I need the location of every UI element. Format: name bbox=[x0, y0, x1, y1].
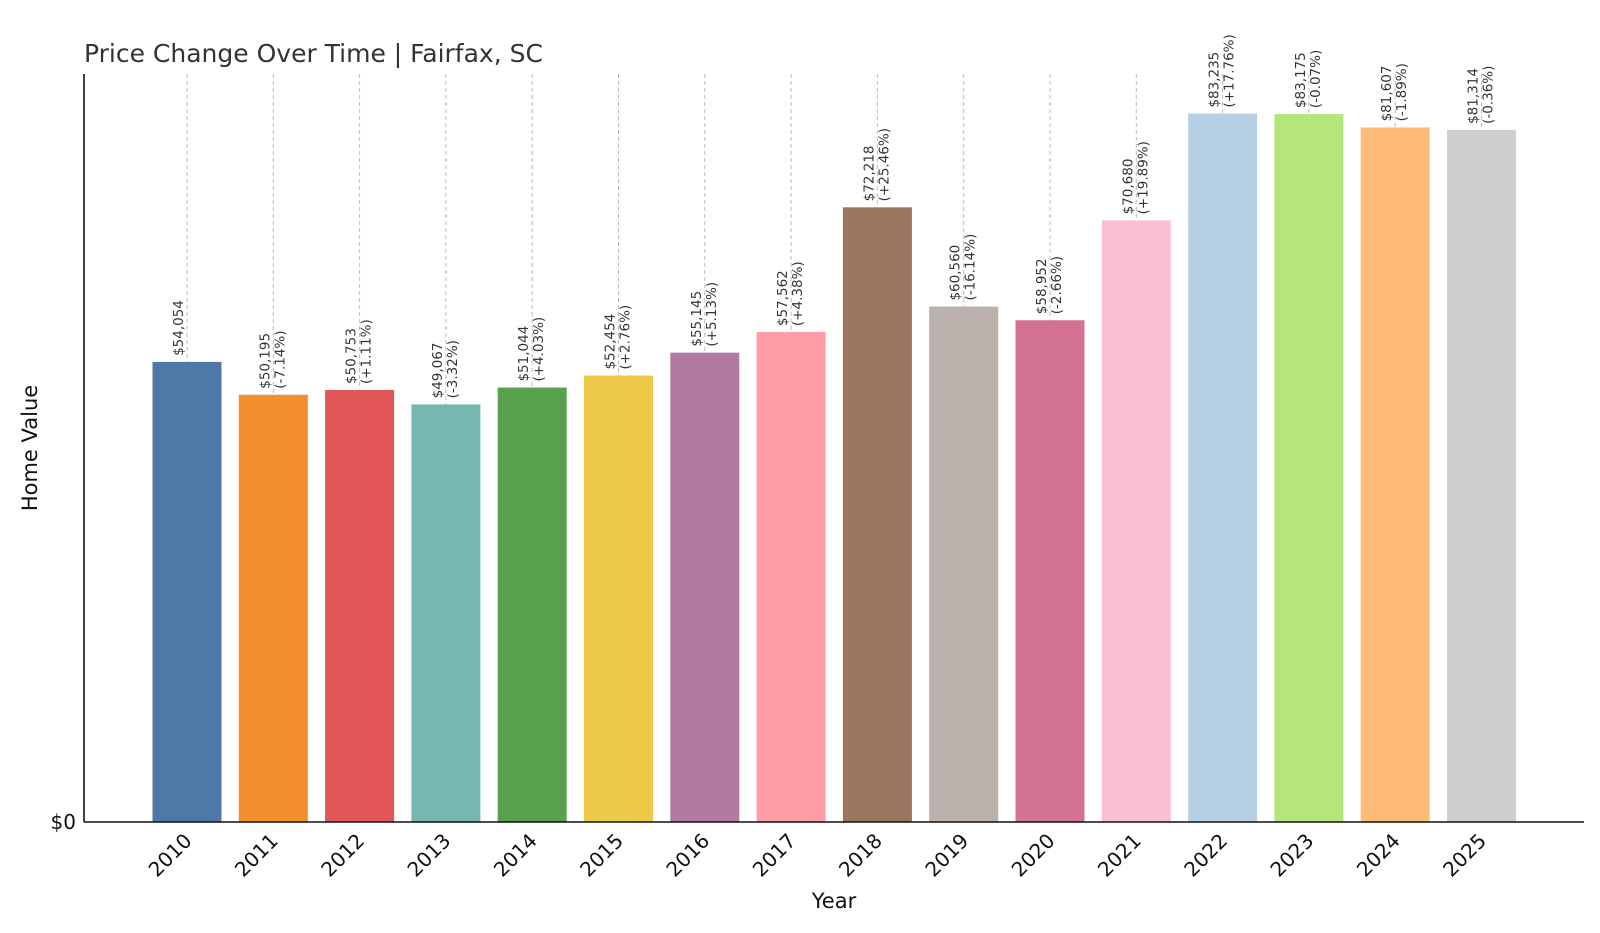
value-label-2013: $49,067 bbox=[430, 343, 446, 399]
x-tick-label-2014: 2014 bbox=[489, 829, 542, 882]
change-label-2013: (-3.32%) bbox=[445, 340, 461, 398]
change-label-2014: (+4.03%) bbox=[531, 317, 547, 382]
change-label-2023: (-0.07%) bbox=[1308, 50, 1324, 108]
bar-2018 bbox=[842, 207, 912, 822]
x-tick-labels: 2010 2011 2012 2013 2014 2015 2016 2017 2018 2019… bbox=[144, 829, 1491, 882]
value-label-2020: $58,952 bbox=[1034, 258, 1050, 314]
x-tick-label-2022: 2022 bbox=[1179, 829, 1232, 882]
change-label-2025: (-0.36%) bbox=[1481, 66, 1497, 124]
bar-2011 bbox=[238, 394, 308, 822]
change-label-2018: (+25.46%) bbox=[876, 128, 892, 201]
value-label-2021: $70,680 bbox=[1120, 159, 1136, 215]
value-label-2018: $72,218 bbox=[861, 145, 877, 201]
change-label-2011: (-7.14%) bbox=[272, 330, 288, 388]
data-labels: $54,054 $50,195 (-7.14%) $50,753 (+1.11%) $49… bbox=[171, 34, 1497, 398]
bar-2012 bbox=[325, 390, 395, 822]
x-tick-label-2019: 2019 bbox=[920, 829, 973, 882]
bar-2019 bbox=[929, 306, 999, 822]
bar-2022 bbox=[1188, 113, 1258, 823]
x-tick-label-2020: 2020 bbox=[1007, 829, 1060, 882]
x-tick-label-2012: 2012 bbox=[316, 829, 369, 882]
change-label-2012: (+1.11%) bbox=[359, 319, 375, 384]
change-label-2016: (+5.13%) bbox=[704, 282, 720, 347]
y-tick-label-zero: $0 bbox=[51, 810, 76, 834]
bars bbox=[152, 113, 1516, 823]
x-tick-label-2017: 2017 bbox=[748, 829, 801, 882]
change-label-2024: (-1.89%) bbox=[1394, 63, 1410, 121]
x-tick-label-2015: 2015 bbox=[575, 829, 628, 882]
value-label-2010: $54,054 bbox=[171, 300, 187, 356]
bar-2024 bbox=[1360, 127, 1430, 822]
bar-2023 bbox=[1274, 114, 1344, 823]
value-label-2016: $55,145 bbox=[689, 291, 705, 347]
change-label-2021: (+19.89%) bbox=[1135, 141, 1151, 214]
value-label-2011: $50,195 bbox=[257, 333, 273, 389]
change-label-2019: (-16.14%) bbox=[963, 234, 979, 301]
bar-2014 bbox=[497, 387, 567, 822]
value-label-2024: $81,607 bbox=[1379, 66, 1395, 122]
x-tick-label-2021: 2021 bbox=[1093, 829, 1146, 882]
bar-2020 bbox=[1015, 320, 1085, 822]
value-label-2023: $83,175 bbox=[1293, 52, 1309, 108]
y-axis-label: Home Value bbox=[18, 385, 42, 511]
bar-2016 bbox=[670, 352, 740, 822]
x-axis-label: Year bbox=[811, 889, 857, 913]
bar-2015 bbox=[584, 375, 653, 822]
value-label-2022: $83,235 bbox=[1207, 52, 1223, 108]
chart-title: Price Change Over Time | Fairfax, SC bbox=[84, 39, 543, 68]
change-label-2015: (+2.76%) bbox=[618, 305, 634, 370]
x-tick-label-2023: 2023 bbox=[1265, 829, 1318, 882]
value-label-2025: $81,314 bbox=[1466, 68, 1482, 124]
bar-2013 bbox=[411, 404, 481, 822]
change-label-2017: (+4.38%) bbox=[790, 261, 806, 326]
bar-2021 bbox=[1101, 220, 1171, 823]
x-tick-label-2013: 2013 bbox=[402, 829, 455, 882]
bar-2017 bbox=[756, 332, 826, 822]
bar-2025 bbox=[1447, 129, 1516, 822]
x-tick-label-2016: 2016 bbox=[661, 829, 714, 882]
value-label-2014: $51,044 bbox=[516, 326, 532, 382]
x-tick-label-2011: 2011 bbox=[230, 829, 283, 882]
x-tick-label-2024: 2024 bbox=[1352, 829, 1405, 882]
x-tick-label-2010: 2010 bbox=[144, 829, 197, 882]
x-tick-label-2025: 2025 bbox=[1438, 829, 1491, 882]
change-label-2020: (-2.66%) bbox=[1049, 256, 1065, 314]
value-label-2017: $57,562 bbox=[775, 270, 791, 326]
value-label-2019: $60,560 bbox=[948, 245, 964, 301]
x-tick-label-2018: 2018 bbox=[834, 829, 887, 882]
bar-2010 bbox=[152, 361, 222, 822]
value-label-2015: $52,454 bbox=[603, 314, 619, 370]
change-label-2022: (+17.76%) bbox=[1222, 34, 1238, 107]
value-label-2012: $50,753 bbox=[344, 328, 360, 384]
